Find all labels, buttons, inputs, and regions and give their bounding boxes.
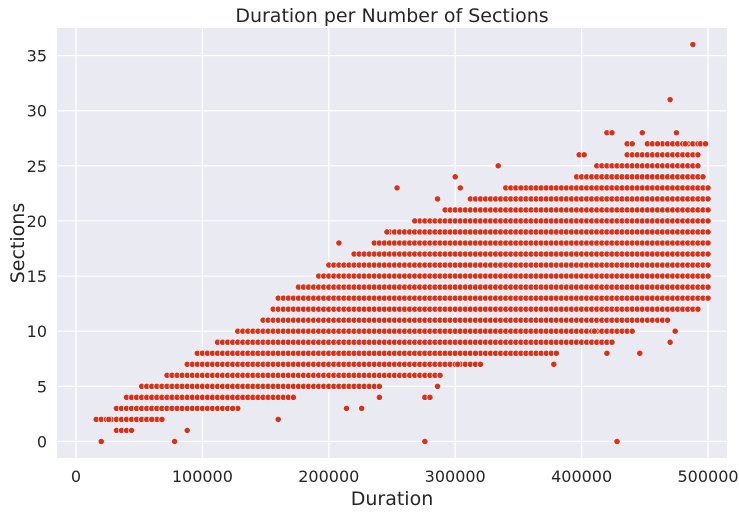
data-point xyxy=(704,184,712,192)
x-tick-label: 0 xyxy=(71,467,81,486)
data-point xyxy=(434,382,441,390)
data-point xyxy=(477,360,484,368)
data-point xyxy=(550,360,558,368)
data-point xyxy=(454,360,462,368)
data-point xyxy=(97,438,105,445)
data-point xyxy=(451,173,459,181)
data-point xyxy=(229,404,237,412)
data-point xyxy=(426,393,434,401)
data-point xyxy=(628,327,636,335)
data-point xyxy=(704,250,712,258)
data-point xyxy=(704,195,712,203)
data-point xyxy=(636,349,644,357)
data-point xyxy=(704,239,712,247)
chart-title: Duration per Number of Sections xyxy=(235,5,548,27)
data-point xyxy=(375,382,383,390)
data-point xyxy=(383,228,391,236)
y-tick-label: 5 xyxy=(37,377,47,396)
data-points xyxy=(92,41,712,445)
y-tick-label: 20 xyxy=(27,212,47,231)
data-point xyxy=(421,438,429,445)
data-point xyxy=(128,427,135,434)
data-point xyxy=(456,184,464,192)
x-tick-label: 400000 xyxy=(551,467,612,486)
data-point xyxy=(393,184,401,192)
data-point xyxy=(274,416,282,423)
data-point xyxy=(590,327,598,335)
data-point xyxy=(494,162,502,170)
data-point xyxy=(434,195,441,203)
data-point xyxy=(289,393,297,401)
x-axis-label: Duration xyxy=(351,488,434,510)
data-point xyxy=(638,129,646,137)
data-point xyxy=(580,151,588,159)
x-tick-label: 200000 xyxy=(298,467,359,486)
data-point xyxy=(335,239,343,247)
data-point xyxy=(704,217,712,225)
y-tick-labels: 0 5 10 15 20 25 30 35 xyxy=(27,47,47,452)
x-tick-label: 300000 xyxy=(425,467,486,486)
data-point xyxy=(673,129,680,137)
data-point xyxy=(552,349,560,357)
data-point xyxy=(704,272,712,280)
data-point xyxy=(681,140,689,148)
data-point xyxy=(148,416,156,423)
y-tick-label: 10 xyxy=(27,322,47,341)
y-tick-label: 30 xyxy=(27,102,47,121)
data-point xyxy=(704,283,712,291)
data-point xyxy=(183,427,191,434)
y-tick-label: 15 xyxy=(27,267,47,286)
data-point xyxy=(654,140,661,148)
data-point xyxy=(358,404,366,412)
data-point xyxy=(694,305,702,313)
data-point xyxy=(105,416,113,423)
data-point xyxy=(608,129,616,137)
data-point xyxy=(699,173,707,181)
data-point xyxy=(628,140,636,148)
data-point xyxy=(694,151,702,159)
data-point xyxy=(171,438,178,445)
data-point xyxy=(689,41,697,48)
data-point xyxy=(472,349,479,357)
data-point xyxy=(517,184,525,192)
data-point xyxy=(158,416,166,423)
y-tick-label: 25 xyxy=(27,157,47,176)
y-tick-label: 0 xyxy=(37,432,47,451)
data-point xyxy=(613,438,621,445)
data-point xyxy=(704,294,712,302)
x-tick-labels: 0 100000 200000 300000 400000 500000 xyxy=(71,467,739,486)
data-point xyxy=(704,206,712,214)
data-point xyxy=(436,371,444,379)
y-tick-label: 35 xyxy=(27,47,47,66)
data-point xyxy=(664,316,671,324)
data-point xyxy=(608,338,616,346)
data-point xyxy=(666,96,674,104)
data-point xyxy=(702,140,709,148)
x-tick-label: 100000 xyxy=(172,467,233,486)
data-point xyxy=(704,261,712,269)
data-point xyxy=(704,228,712,236)
y-axis-label: Sections xyxy=(7,203,29,284)
data-point xyxy=(343,404,350,412)
data-point xyxy=(603,349,611,357)
data-point xyxy=(694,162,702,170)
data-point xyxy=(411,217,419,225)
data-point xyxy=(671,327,679,335)
data-point xyxy=(666,338,674,346)
data-point xyxy=(375,393,383,401)
x-tick-label: 500000 xyxy=(677,467,738,486)
